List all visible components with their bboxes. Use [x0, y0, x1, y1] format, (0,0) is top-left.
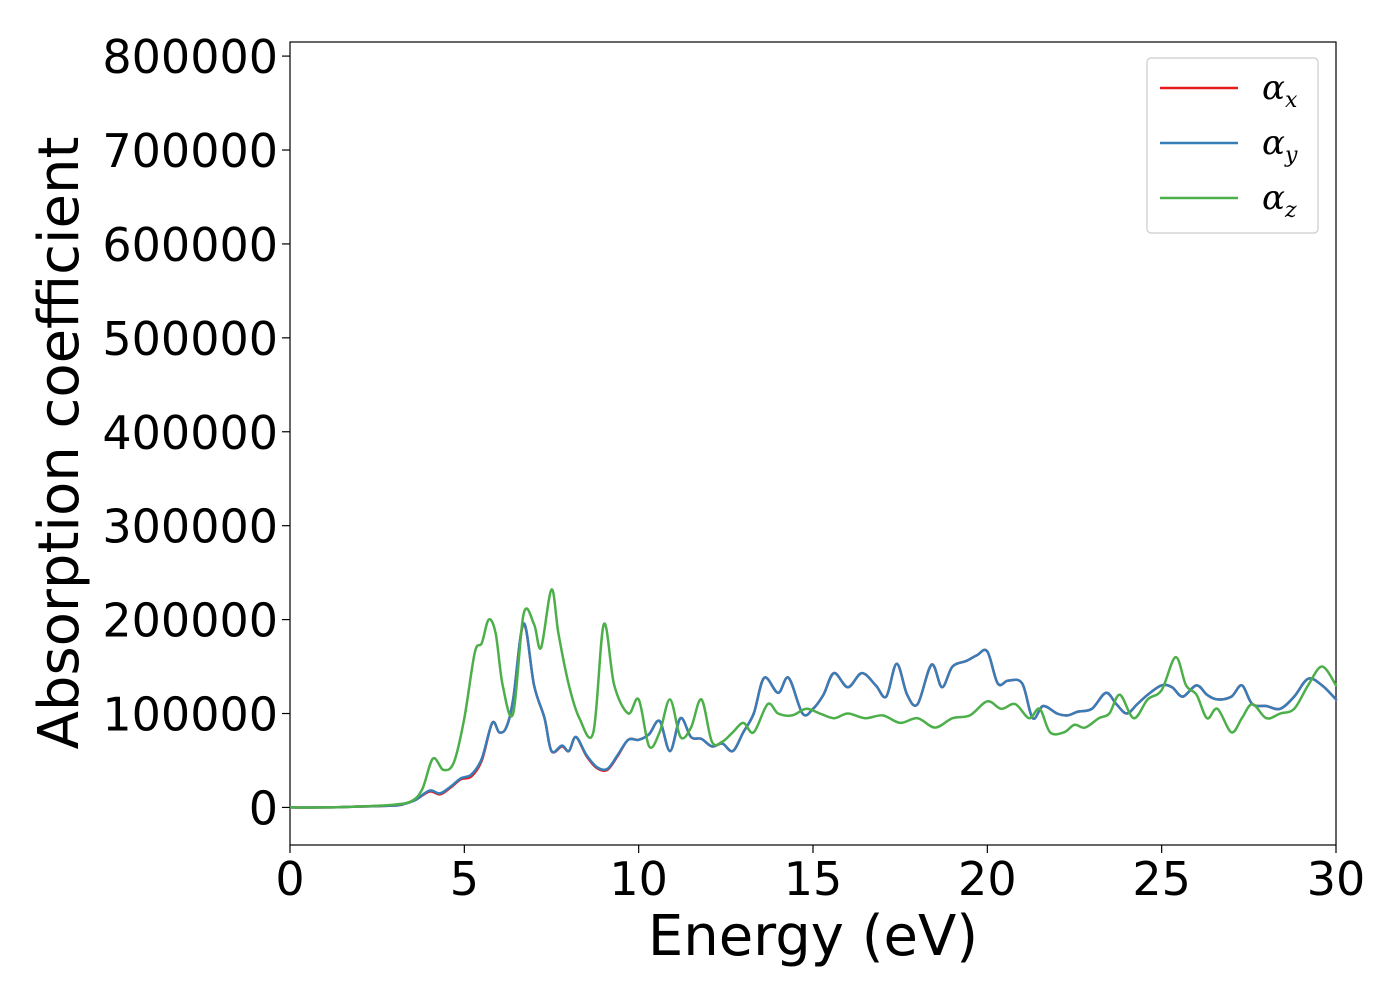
y-tick-label: 200000: [102, 594, 278, 648]
y-tick-label: 700000: [102, 124, 278, 178]
x-tick-label: 25: [1132, 852, 1191, 906]
series-line-alpha-z: [288, 588, 1338, 809]
x-axis: 0 5 10 15 20 25 30: [275, 845, 1365, 906]
y-tick-label: 100000: [102, 688, 278, 742]
legend-label-alpha-z: αz: [1262, 178, 1297, 223]
y-tick-label: 800000: [102, 30, 278, 84]
x-tick-label: 30: [1307, 852, 1366, 906]
legend: αx αy αz: [1146, 57, 1319, 234]
y-axis: 0 100000 200000 300000 400000 500000 600000 700…: [102, 30, 290, 835]
x-axis-label: Energy (eV): [648, 904, 978, 969]
x-tick-label: 20: [958, 852, 1017, 906]
x-tick-label: 10: [609, 852, 668, 906]
x-tick-label: 15: [784, 852, 843, 906]
x-tick-label: 5: [450, 852, 479, 906]
series-line-alpha-y: [288, 622, 1338, 809]
legend-label-alpha-x: αx: [1262, 68, 1298, 113]
y-tick-label: 0: [249, 781, 278, 835]
y-tick-label: 400000: [102, 406, 278, 460]
x-tick-label: 0: [275, 852, 304, 906]
y-tick-label: 500000: [102, 312, 278, 366]
legend-label-alpha-y: αy: [1262, 123, 1298, 168]
y-tick-label: 600000: [102, 218, 278, 272]
series-layer: [288, 588, 1338, 809]
legend-box: [1146, 57, 1319, 234]
y-axis-label: Absorption coefficient: [27, 137, 92, 750]
y-tick-label: 300000: [102, 500, 278, 554]
